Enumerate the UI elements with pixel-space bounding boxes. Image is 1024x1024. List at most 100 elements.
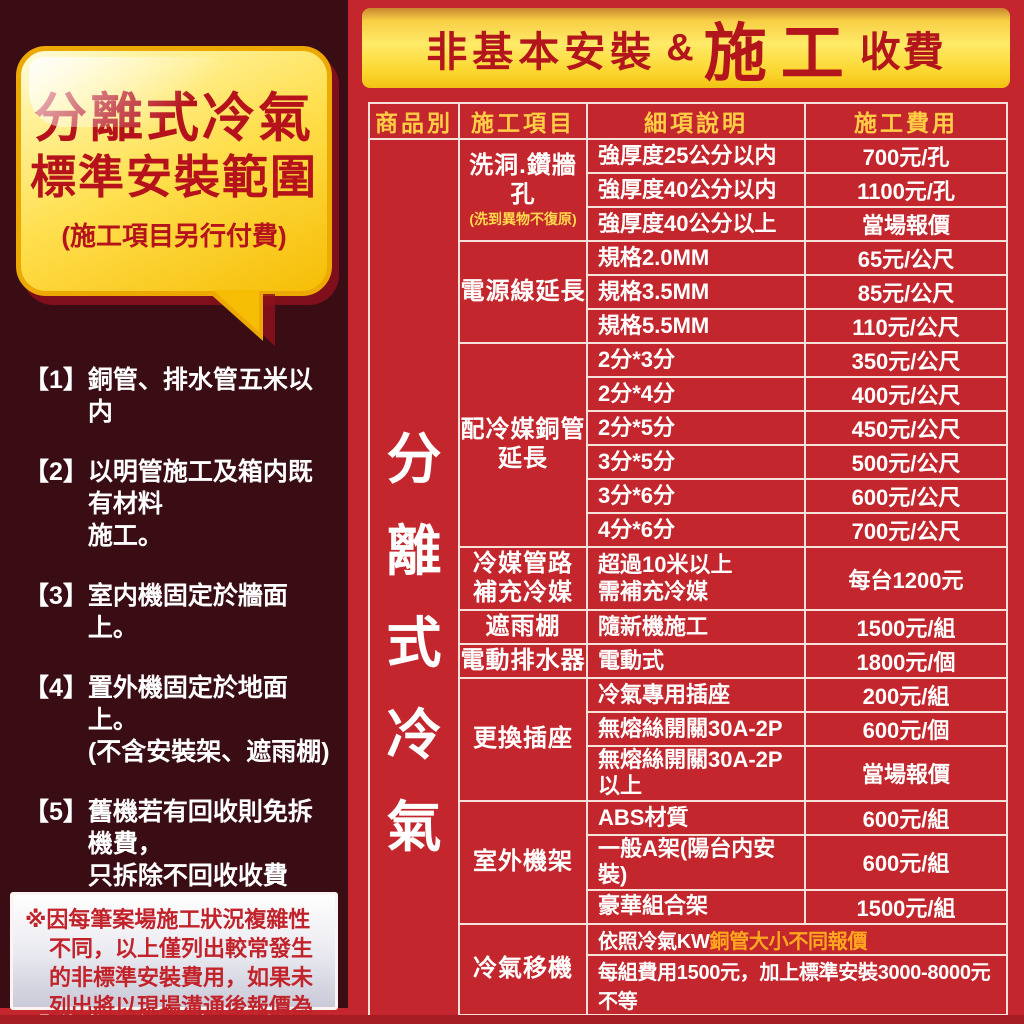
note-text: 室内機固定於牆面上。 [87, 582, 288, 642]
table-row: 更換插座 冷氣專用插座 200元/組 [369, 677, 1008, 802]
table-row: 強厚度40公分以内 1100元/孔 [369, 172, 1008, 208]
fee-cell: 450元/公尺 [804, 410, 1008, 446]
work-item-cell: 洗洞.鑽牆孔 (洗到異物不復原) [458, 138, 588, 242]
note-text: 銅管、排水管五米以内 [87, 366, 313, 426]
fee-cell: 當場報價 [804, 745, 1008, 802]
detail-cell: 豪華組合架 [586, 888, 806, 925]
detail-cell: 3分*5分 [586, 444, 806, 480]
bottom-strip [0, 1015, 1024, 1024]
banner-title-big: 施工 [703, 18, 858, 89]
work-item-cell: 更換插座 [458, 677, 588, 802]
detail-cell: 電動式 [586, 643, 806, 679]
fee-cell: 700元/孔 [804, 138, 1008, 174]
column-header: 細項說明 [586, 102, 806, 140]
fee-cell: 1100元/孔 [804, 172, 1008, 208]
detail-cell: 規格5.5MM [586, 308, 806, 344]
note-number: 【2】 [24, 458, 88, 486]
table-row: 每組費用1500元，加上標準安裝3000-8000元不等 [369, 953, 1008, 1016]
work-item-cell: 配冷媒銅管 延長 [458, 342, 588, 548]
fee-cell: 600元/個 [804, 711, 1008, 747]
fee-table-wrap: 商品別 施工項目 細項說明 施工費用 分離式冷氣洗洞.鑽牆孔 (洗到異物不復原) 強厚度2… [368, 102, 1008, 1024]
note-item: 【1】 銅管、排水管五米以内 [24, 364, 336, 428]
bubble-tail [213, 290, 259, 332]
work-item-label: 電動排水器 [460, 646, 586, 674]
table-row: 電動排水器 電動式 1800元/個 [369, 643, 1008, 679]
detail-cell: 超過10米以上 需補充冷媒 [586, 546, 806, 611]
detail-cell: 4分*6分 [586, 512, 806, 548]
fee-cell: 每台1200元 [804, 546, 1008, 611]
fee-cell: 200元/組 [804, 677, 1008, 713]
detail-cell: 無熔絲開關30A-2P [586, 711, 806, 747]
note-number: 【5】 [24, 798, 88, 826]
fee-cell: 85元/公尺 [804, 274, 1008, 310]
table-row: 2分*5分 450元/公尺 [369, 410, 1008, 446]
detail-cell: 強厚度25公分以内 [586, 138, 806, 174]
fee-cell: 當場報價 [804, 206, 1008, 242]
detail-cell: 2分*4分 [586, 376, 806, 412]
table-row: 配冷媒銅管 延長 2分*3分 350元/公尺 [369, 342, 1008, 548]
fee-cell: 1500元/組 [804, 609, 1008, 645]
table-header-row: 商品別 施工項目 細項說明 施工費用 [368, 102, 1008, 140]
fee-cell: 110元/公尺 [804, 308, 1008, 344]
table-row: 豪華組合架 1500元/組 [369, 888, 1008, 925]
disclaimer-box: ※因每筆案場施工狀況複雜性不同，以上僅列出較常發生的非標準安裝費用，如果未列出將… [10, 892, 338, 1024]
note-item: 【3】 室内機固定於牆面上。 [24, 580, 336, 644]
detail-cell: 2分*3分 [586, 342, 806, 378]
bubble-subtitle: (施工項目另行付費) [61, 220, 287, 251]
detail-cell: 強厚度40公分以上 [586, 206, 806, 242]
detail-text-part: 銅管大小不同報價 [709, 930, 868, 953]
detail-cell: 2分*5分 [586, 410, 806, 446]
table-row: 3分*5分 500元/公尺 [369, 444, 1008, 480]
table-row: 無熔絲開關30A-2P 600元/個 [369, 711, 1008, 747]
detail-cell: 冷氣專用插座 [586, 677, 806, 713]
table-row: 強厚度40公分以上 當場報價 [369, 206, 1008, 242]
column-header: 商品別 [368, 102, 460, 140]
table-row: 規格3.5MM 85元/公尺 [369, 274, 1008, 310]
table-row: 3分*6分 600元/公尺 [369, 478, 1008, 514]
fee-cell: 1800元/個 [804, 643, 1008, 679]
bubble-title-line1: 分離式冷氣 [34, 89, 314, 149]
product-cell: 分離式冷氣 [368, 138, 460, 1024]
table-row: 冷媒管路 補充冷媒 超過10米以上 需補充冷媒 每台1200元 [369, 546, 1008, 611]
work-item-label: 室外機架 [473, 847, 573, 875]
table-row: 室外機架 ABS材質 600元/組 [369, 799, 1008, 925]
table-row: 2分*4分 400元/公尺 [369, 376, 1008, 412]
column-header: 施工項目 [458, 102, 588, 140]
fee-cell: 350元/公尺 [804, 342, 1008, 378]
note-number: 【3】 [24, 582, 88, 610]
banner-title-part2: 收費 [859, 29, 946, 75]
table-row: 規格5.5MM 110元/公尺 [369, 308, 1008, 344]
work-item-label: 更換插座 [473, 724, 573, 752]
work-item-cell: 電源線延長 [458, 240, 588, 344]
fee-cell: 400元/公尺 [804, 376, 1008, 412]
work-item-cell: 電動排水器 [458, 643, 588, 679]
banner-title-part1: 非基本安裝 [426, 29, 657, 75]
header-banner: 非基本安裝 & 施工 收費 [362, 8, 1010, 89]
note-item: 【2】 以明管施工及箱内既有材料 施工。 [24, 456, 336, 552]
work-item-sublabel: (洗到異物不復原) [469, 210, 577, 227]
work-item-label: 遮雨棚 [485, 612, 561, 640]
note-item: 【4】 置外機固定於地面上。 (不含安裝架、遮雨棚) [24, 672, 336, 768]
work-item-cell: 冷媒管路 補充冷媒 [458, 546, 588, 611]
fee-cell: 600元/組 [804, 833, 1008, 891]
work-item-cell: 遮雨棚 [458, 609, 588, 645]
detail-cell: 無熔絲開關30A-2P以上 [586, 745, 806, 802]
detail-cell: 規格2.0MM [586, 240, 806, 276]
detail-cell: ABS材質 [586, 799, 806, 836]
work-item-label: 配冷媒銅管 延長 [460, 416, 586, 472]
column-header: 施工費用 [804, 102, 1008, 140]
banner-ampersand: & [666, 26, 694, 69]
detail-span-cell: 每組費用1500元，加上標準安裝3000-8000元不等 [586, 953, 1008, 1016]
detail-cell: 3分*6分 [586, 478, 806, 514]
work-item-label: 冷氣移機 [473, 954, 573, 982]
fee-cell: 65元/公尺 [804, 240, 1008, 276]
detail-span-cell: 依照冷氣KW銅管大小不同報價 [586, 922, 1008, 956]
fee-cell: 1500元/組 [804, 888, 1008, 925]
table-row: 冷氣移機 依照冷氣KW銅管大小不同報價 [369, 922, 1008, 1016]
detail-cell: 一般A架(陽台内安裝) [586, 833, 806, 891]
bubble-title-line2: 標準安裝範圍 [30, 151, 318, 204]
detail-cell: 規格3.5MM [586, 274, 806, 310]
table-row: 無熔絲開關30A-2P以上 當場報價 [369, 745, 1008, 802]
work-item-label: 冷媒管路 補充冷媒 [473, 549, 573, 606]
